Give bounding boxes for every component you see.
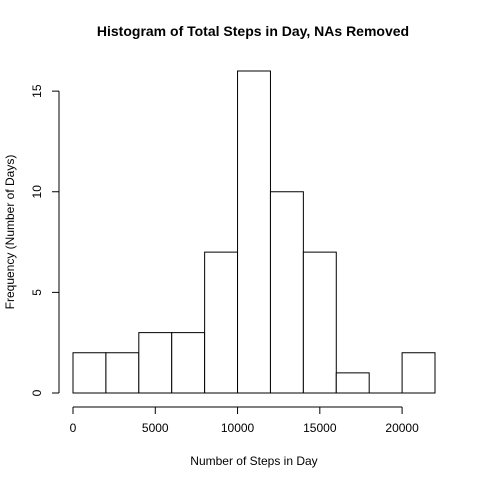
histogram-bar [138,332,173,394]
x-axis-label: Number of Steps in Day [190,454,317,468]
y-tick-label: 10 [30,185,44,199]
y-tick-label: 5 [30,289,44,296]
histogram-bar [302,251,337,394]
histogram-bar [237,70,271,394]
histogram-bar [105,352,140,394]
x-tick-label: 10000 [221,421,255,435]
chart-title: Histogram of Total Steps in Day, NAs Rem… [97,23,409,39]
y-tick-label: 0 [30,389,44,396]
histogram-bar [269,191,304,394]
histogram-bar [72,352,107,394]
x-tick-label: 20000 [385,421,419,435]
histogram-bar [204,251,239,394]
x-axis: 0 5000 10000 15000 20000 [70,406,419,435]
bars-group [72,70,436,394]
x-tick-label: 5000 [142,421,169,435]
y-axis-label: Frequency (Number of Days) [3,155,17,310]
y-axis: 0 5 10 15 [30,84,60,396]
x-tick-label: 0 [70,421,77,435]
x-tick-label: 15000 [303,421,337,435]
y-tick-label: 15 [30,84,44,98]
histogram-bar [171,332,206,394]
histogram-bar [335,372,370,394]
histogram-bar [401,352,436,394]
